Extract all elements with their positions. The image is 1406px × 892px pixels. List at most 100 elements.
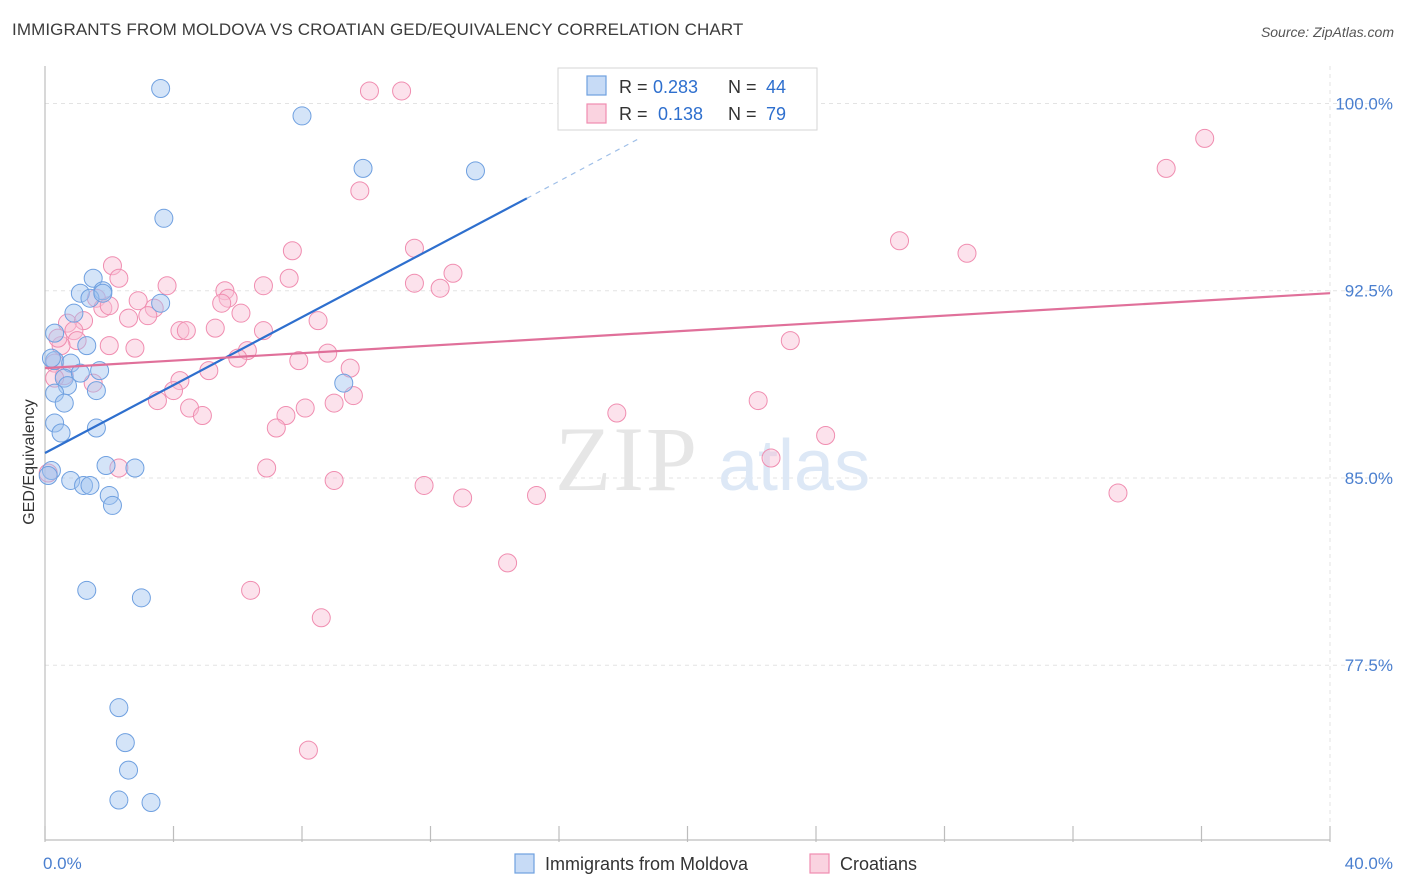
croatians-point — [170, 321, 190, 341]
croatians-point — [324, 470, 344, 490]
moldova-points — [38, 78, 485, 813]
moldova-point — [334, 373, 354, 393]
moldova-point — [465, 161, 485, 181]
legend-croatians-r-label: R = — [619, 104, 648, 124]
croatians-point — [404, 273, 424, 293]
croatians-point — [157, 276, 177, 296]
croatians-point — [298, 740, 318, 760]
croatians-point — [218, 288, 238, 308]
legend-moldova-swatch — [586, 75, 607, 96]
croatians-point — [780, 331, 800, 351]
croatians-point — [453, 488, 473, 508]
moldova-point — [45, 413, 65, 433]
bottom-legend-croatians-swatch — [809, 853, 830, 874]
croatians-point — [176, 321, 196, 341]
croatians-point — [430, 278, 450, 298]
moldova-point — [80, 475, 100, 495]
moldova-point — [119, 760, 139, 780]
croatians-point — [761, 448, 781, 468]
croatians-point — [192, 406, 212, 426]
y-axis-title: GED/Equivalency — [21, 399, 38, 524]
y-tick-label: 100.0% — [1335, 94, 1393, 113]
croatians-point — [414, 475, 434, 495]
croatians-point — [498, 553, 518, 573]
legend-croatians-swatch — [586, 103, 607, 124]
moldova-point — [125, 458, 145, 478]
moldova-point — [51, 423, 71, 443]
moldova-point — [70, 363, 90, 383]
legend-box: R = 0.283 N = 44 R = 0.138 N = 79 — [557, 67, 818, 131]
x-tick-label-min: 0.0% — [43, 854, 82, 873]
moldova-point — [70, 283, 90, 303]
y-tick-label: 85.0% — [1345, 469, 1393, 488]
watermark-atlas: atlas — [718, 426, 870, 506]
croatians-point — [1195, 128, 1215, 148]
moldova-point — [45, 323, 65, 343]
moldova-point — [109, 698, 129, 718]
source-label: Source: ZipAtlas.com — [1260, 24, 1394, 40]
moldova-point — [93, 283, 113, 303]
moldova-point — [38, 465, 58, 485]
legend-croatians-r-value: 0.138 — [658, 104, 703, 124]
croatians-point — [125, 338, 145, 358]
moldova-point — [77, 580, 97, 600]
watermark-zip: ZIP — [555, 408, 699, 510]
croatians-point — [350, 181, 370, 201]
moldova-point — [54, 393, 74, 413]
moldova-point — [86, 381, 106, 401]
croatians-point — [253, 276, 273, 296]
croatians-point — [57, 313, 77, 333]
croatians-point — [74, 311, 94, 331]
legend-moldova-r-value: 0.283 — [653, 77, 698, 97]
moldova-point — [41, 460, 61, 480]
croatians-point — [1156, 158, 1176, 178]
croatians-point — [266, 418, 286, 438]
croatians-point — [890, 231, 910, 251]
tick-labels: 100.0% 92.5% 85.0% 77.5% 0.0% 40.0% — [43, 94, 1393, 873]
x-tick-label-max: 40.0% — [1345, 854, 1393, 873]
croatians-point — [241, 580, 261, 600]
moldova-regression-line — [44, 197, 528, 454]
moldova-point — [154, 208, 174, 228]
croatians-point — [392, 81, 412, 101]
croatians-point — [957, 243, 977, 263]
croatians-regression-line — [44, 292, 1331, 370]
moldova-point — [64, 303, 84, 323]
croatians-points — [38, 81, 1215, 760]
croatians-point — [359, 81, 379, 101]
legend-moldova-n-value: 44 — [766, 77, 786, 97]
moldova-point — [151, 293, 171, 313]
croatians-point — [231, 303, 251, 323]
croatians-point — [816, 426, 836, 446]
croatians-point — [282, 241, 302, 261]
watermark: ZIP atlas — [555, 408, 870, 510]
moldova-point — [102, 495, 122, 515]
regression-lines — [44, 137, 1331, 454]
croatians-point — [119, 308, 139, 328]
y-tick-label: 92.5% — [1345, 282, 1393, 301]
moldova-point — [77, 336, 97, 356]
moldova-point — [45, 351, 65, 371]
croatians-point — [318, 343, 338, 363]
croatians-point — [311, 608, 331, 628]
moldova-point — [151, 78, 171, 98]
moldova-point — [41, 348, 61, 368]
moldova-point — [141, 793, 161, 813]
croatians-point — [212, 293, 232, 313]
moldova-point — [45, 383, 65, 403]
croatians-point — [279, 268, 299, 288]
moldova-point — [353, 158, 373, 178]
croatians-point — [257, 458, 277, 478]
croatians-point — [1108, 483, 1128, 503]
croatians-point — [205, 318, 225, 338]
croatians-point — [289, 351, 309, 371]
legend-croatians-n-label: N = — [728, 104, 757, 124]
croatians-point — [99, 336, 119, 356]
chart-title: IMMIGRANTS FROM MOLDOVA VS CROATIAN GED/… — [12, 20, 744, 39]
bottom-legend-croatians-label: Croatians — [840, 854, 917, 874]
croatians-point — [324, 393, 344, 413]
croatians-point — [527, 485, 547, 505]
croatians-point — [308, 311, 328, 331]
croatians-point — [128, 291, 148, 311]
moldova-point — [74, 475, 94, 495]
